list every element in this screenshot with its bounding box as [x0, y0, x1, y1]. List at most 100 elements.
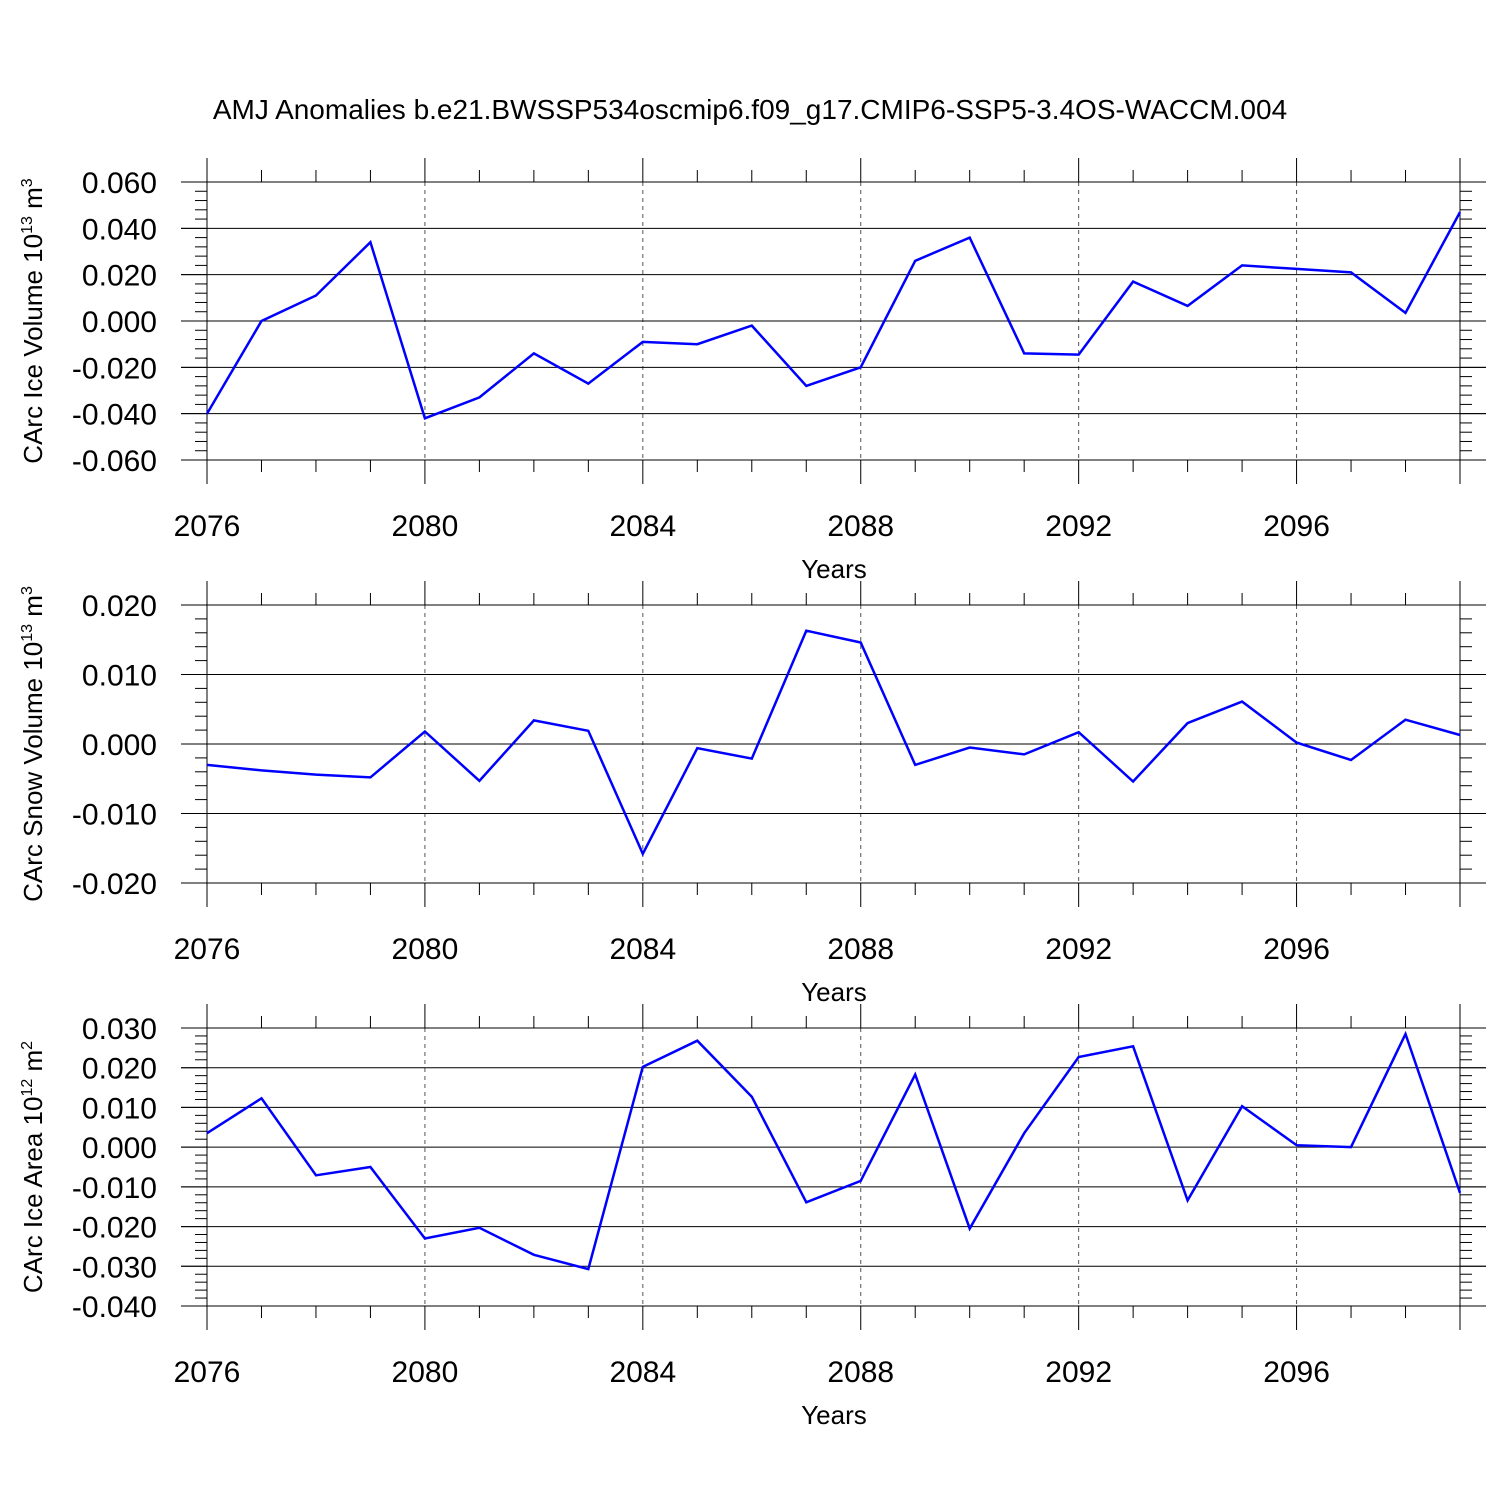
panel-1-y-tick-label: -0.060	[72, 445, 157, 478]
panel-1-y-label-text: CArc Ice Volume 10	[18, 234, 48, 464]
panel-1-data-point	[314, 294, 318, 298]
panel-2-y-label-exp: 13	[19, 624, 36, 642]
panel-2-data-point	[859, 641, 863, 645]
panel-3-y-label-unit-exp: 2	[19, 1041, 36, 1050]
panel-1-data-point	[695, 342, 699, 346]
panel-3-x-tick-label: 2088	[827, 1356, 894, 1389]
panel-1-data-point	[532, 351, 536, 355]
panel-3-data-point	[1349, 1145, 1353, 1149]
panel-3-data-point	[368, 1165, 372, 1169]
panel-2-data-point	[1022, 752, 1026, 756]
panel-1-data-point	[259, 319, 263, 323]
panel-2-data-point	[368, 775, 372, 779]
panel-3-data-point	[477, 1226, 481, 1230]
panel-1-y-tick-label: -0.020	[72, 352, 157, 385]
panel-1-data-point	[1458, 210, 1462, 214]
panel-2-y-tick-label: -0.020	[72, 868, 157, 901]
panel-2-data-point	[1349, 758, 1353, 762]
panel-2-y-tick-label: 0.010	[82, 660, 157, 693]
panel-1-data-point	[1404, 311, 1408, 315]
panel-2-x-tick-label: 2096	[1263, 933, 1330, 966]
panel-2-x-tick-label: 2080	[392, 933, 459, 966]
panel-1-y-tick-label: 0.060	[82, 167, 157, 200]
panel-1-data-point	[641, 340, 645, 344]
panel-3-y-tick-label: 0.010	[82, 1092, 157, 1125]
panel-1-data-point	[1186, 304, 1190, 308]
panel-1-data-point	[1240, 263, 1244, 267]
panel-3-data-point	[804, 1200, 808, 1204]
panel-2-data-point	[586, 729, 590, 733]
panel-1-y-label-exp: 13	[19, 216, 36, 234]
panel-1-x-tick-label: 2076	[174, 510, 241, 543]
panel-3-y-tick-label: 0.000	[82, 1132, 157, 1165]
panel-3-data-point	[1077, 1055, 1081, 1059]
panel-2-data-point	[1240, 700, 1244, 704]
panel-2-data-point	[968, 745, 972, 749]
panel-1-data-point	[1295, 267, 1299, 271]
panel-2-data-point	[750, 757, 754, 761]
panel-2-y-label-text: CArc Snow Volume 10	[18, 642, 48, 902]
panel-3-x-tick-label: 2092	[1045, 1356, 1112, 1389]
panel-1-x-axis-label: Years	[801, 554, 867, 584]
panel-3-data-point	[695, 1039, 699, 1043]
panel-1-y-tick-label: 0.020	[82, 260, 157, 293]
panel-1-x-tick-label: 2084	[609, 510, 676, 543]
panel-3-y-label-text: CArc Ice Area 10	[18, 1097, 48, 1294]
panel-1-data-point	[586, 382, 590, 386]
panel-1-data-point	[1349, 270, 1353, 274]
panel-1-x-tick-label: 2092	[1045, 510, 1112, 543]
panel-2-data-point	[205, 763, 209, 767]
panel-3-data-point	[750, 1095, 754, 1099]
panel-1-data-point	[1077, 353, 1081, 357]
panel-3-y-tick-label: 0.020	[82, 1053, 157, 1086]
panel-1-data-point	[913, 259, 917, 263]
panel-2-data-point	[695, 746, 699, 750]
panel-3-y-axis-label: CArc Ice Area 1012 m2	[18, 1041, 48, 1293]
panel-1-data-point	[750, 324, 754, 328]
panel-3-y-tick-label: -0.010	[72, 1172, 157, 1205]
panel-2-data-point	[259, 768, 263, 772]
panel-2-data-point	[1295, 741, 1299, 745]
panel-3-data-point	[423, 1236, 427, 1240]
panel-3-data-point	[968, 1227, 972, 1231]
panel-1-series-line	[205, 211, 1462, 420]
panel-2-x-tick-label: 2092	[1045, 933, 1112, 966]
panel-1-data-point	[205, 412, 209, 416]
panel-3-series-line	[206, 1030, 1462, 1271]
panel-1-data-point	[368, 240, 372, 244]
panel-2-x-tick-label: 2076	[174, 933, 241, 966]
panel-1-data-point	[968, 236, 972, 240]
panel-2-data-point	[1131, 780, 1135, 784]
panel-1-data-point	[423, 416, 427, 420]
panel-3-data-point	[314, 1173, 318, 1177]
panel-3-data-point	[1458, 1191, 1462, 1195]
figure-title: AMJ Anomalies b.e21.BWSSP534oscmip6.f09_…	[213, 94, 1287, 125]
panel-3-data-point	[641, 1065, 645, 1069]
panel-3-data-point	[532, 1253, 536, 1257]
panel-3-y-tick-label: -0.030	[72, 1251, 157, 1284]
panel-3-x-tick-label: 2096	[1263, 1356, 1330, 1389]
panel-2-data-point	[1458, 733, 1462, 737]
panel-2-y-tick-label: 0.000	[82, 729, 157, 762]
panel-3-data-point	[1404, 1032, 1408, 1036]
panel-2-y-label-unit-exp: 3	[19, 586, 36, 595]
panel-3-y-tick-label: 0.030	[82, 1013, 157, 1046]
panel-1-y-axis-label: CArc Ice Volume 1013 m3	[18, 178, 48, 463]
panel-1-y-tick-label: 0.040	[82, 213, 157, 246]
panel-1-data-point	[477, 395, 481, 399]
panel-1-data-point	[1131, 280, 1135, 284]
panel-3-data-point	[1295, 1143, 1299, 1147]
panel-2-data-point	[532, 718, 536, 722]
panel-1-y-label-unit-exp: 3	[19, 178, 36, 187]
panel-3-data-point	[913, 1072, 917, 1076]
panel-2-y-tick-label: 0.020	[82, 590, 157, 623]
panel-3-data-point	[1131, 1044, 1135, 1048]
panel-3-x-tick-label: 2080	[392, 1356, 459, 1389]
panel-1-data-point	[804, 384, 808, 388]
panel-3-y-tick-label: -0.020	[72, 1212, 157, 1245]
panel-1-y-label-unit: m	[18, 187, 48, 216]
panel-2-series-line	[206, 629, 1461, 857]
panel-2-x-tick-label: 2088	[827, 933, 894, 966]
panel-3-y-label-unit: m	[18, 1050, 48, 1079]
